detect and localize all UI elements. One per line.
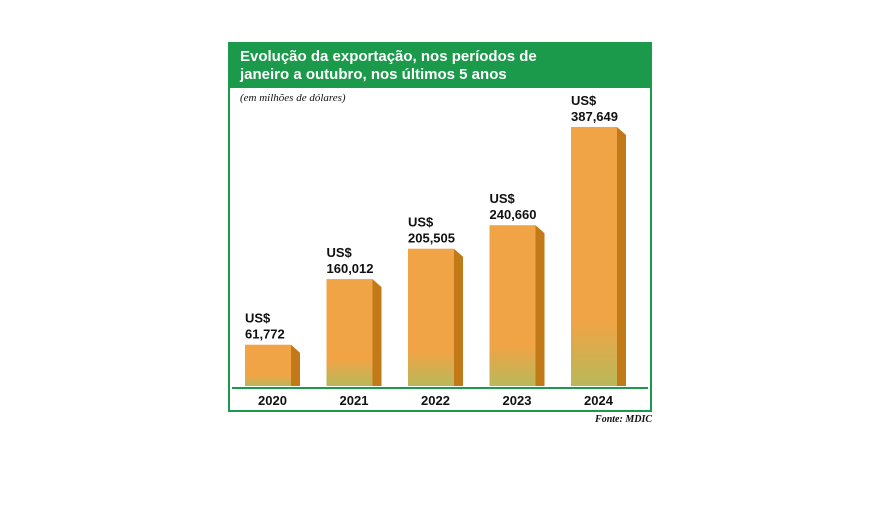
bar-2023 <box>489 225 545 386</box>
x-tick-label-2022: 2022 <box>421 393 450 408</box>
bar-front-2020 <box>245 344 291 386</box>
value-label-prefix-2024: US$ <box>571 93 597 108</box>
value-label-2023: 240,660 <box>490 207 537 222</box>
bar-side-2023 <box>535 225 545 386</box>
x-tick-label-2024: 2024 <box>584 393 614 408</box>
bar-front-2024 <box>571 127 617 386</box>
value-label-2020: 61,772 <box>245 327 285 342</box>
bar-side-2024 <box>617 127 626 386</box>
source-note: Fonte: MDIC <box>595 414 652 425</box>
bar-2020 <box>245 344 300 386</box>
chart-title-line-1: Evolução da exportação, nos períodos de <box>240 48 537 65</box>
value-label-2022: 205,505 <box>408 231 455 246</box>
value-label-prefix-2023: US$ <box>490 191 516 206</box>
bar-2024 <box>571 127 626 386</box>
bar-2022 <box>408 248 463 386</box>
value-label-prefix-2020: US$ <box>245 311 271 326</box>
bar-front-2023 <box>489 225 536 386</box>
bar-side-2022 <box>454 248 463 386</box>
bar-2021 <box>326 279 382 386</box>
bar-front-2022 <box>408 248 454 386</box>
x-tick-label-2020: 2020 <box>258 393 287 408</box>
bar-side-2020 <box>291 344 300 386</box>
x-tick-label-2023: 2023 <box>503 393 532 408</box>
chart-title-line-2: janeiro a outubro, nos últimos 5 anos <box>240 66 507 83</box>
bar-side-2021 <box>372 279 382 386</box>
chart-subtitle: (em milhões de dólares) <box>240 92 346 104</box>
value-label-prefix-2022: US$ <box>408 215 434 230</box>
x-tick-label-2021: 2021 <box>340 393 369 408</box>
value-label-prefix-2021: US$ <box>327 245 353 260</box>
chart-title: Evolução da exportação, nos períodos de … <box>230 44 650 88</box>
value-label-2021: 160,012 <box>327 261 374 276</box>
value-label-2024: 387,649 <box>571 109 618 124</box>
bar-front-2021 <box>326 279 373 386</box>
